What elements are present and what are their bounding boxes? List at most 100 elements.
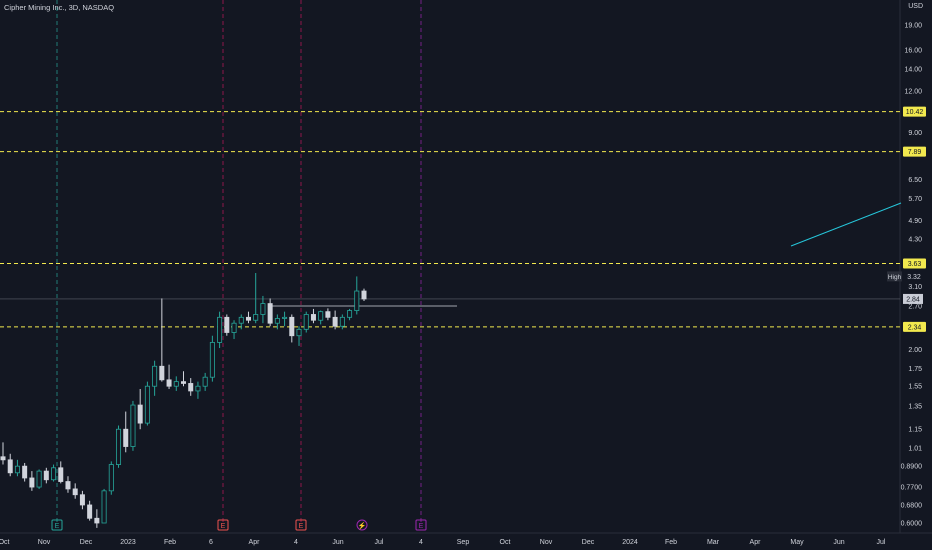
candle-up [152,360,158,396]
price-tick-label: 16.00 [904,47,922,54]
candle-body [166,379,172,387]
candle-up [101,488,107,524]
candle-up [130,400,136,451]
marker-glyph: E [299,523,304,530]
candle-body [188,383,194,392]
candle-body [79,494,85,506]
level-price-tag: 7.89 [903,146,926,157]
candle-body [14,465,20,474]
candle-body [51,467,57,481]
candle-body [202,376,208,387]
candle-down [332,310,338,330]
candle-up [202,372,208,391]
candle-down [94,509,100,528]
time-tick-label: Jun [332,539,343,546]
candle-up [195,381,201,399]
candle-body [144,385,150,424]
price-tick-label: 4.90 [908,218,922,225]
candle-up [231,320,237,340]
candle-body [29,477,35,488]
candle-down [137,389,143,430]
candle-body [303,314,309,330]
candle-down [188,378,194,396]
price-tick-label: 12.00 [904,89,922,96]
candle-up [14,459,20,477]
price-tick-label: 0.8900 [901,464,923,471]
time-tick-label: 6 [209,539,213,546]
candle-body [339,316,345,327]
candle-body [267,303,273,324]
price-tick-label: 2.00 [908,347,922,354]
candle-down [361,288,367,301]
candle-down [289,314,295,343]
high-tag-label: High [888,274,902,281]
marker-glyph: E [55,523,60,530]
time-tick-label: Nov [38,539,51,546]
candle-body [238,316,244,324]
candle-body [22,465,28,479]
candle-body [65,481,71,490]
candle-body [332,316,338,327]
candle-down [267,298,273,327]
price-tick-label: 1.35 [908,404,922,411]
candle-body [274,318,280,324]
candle-body [231,322,237,333]
candle-body [217,316,223,343]
marker-glyph: E [419,523,424,530]
time-tick-label: Apr [750,539,762,546]
price-tick-label: 14.00 [904,67,922,74]
time-tick-label: Jul [375,539,384,546]
candle-up [296,326,302,346]
time-tick-label: Oct [500,539,511,546]
price-tick-label: 1.55 [908,384,922,391]
level-price-tag: 2.34 [903,321,926,332]
candle-body [354,290,360,311]
candle-up [260,295,266,324]
price-tick-label: 1.01 [908,445,922,452]
candle-up [51,464,57,482]
candle-body [289,316,295,337]
dividend-event-marker-icon: E [51,519,63,531]
level-tag-value: 3.63 [908,261,922,268]
candle-up [173,376,179,391]
candle-down [65,476,71,493]
price-tick-label: 0.6000 [901,521,923,528]
time-tick-label: 4 [419,539,423,546]
price-tick-label: 5.70 [908,196,922,203]
level-tag-value: 7.89 [908,149,922,156]
candle-down [58,461,64,484]
candle-body [152,365,158,387]
time-tick-label: Dec [80,539,93,546]
candle-up [238,314,244,330]
candle-down [72,483,78,499]
price-tick-label: 9.00 [908,130,922,137]
candle-down [224,314,230,336]
time-tick-label: Jun [833,539,844,546]
trend-line [790,202,902,247]
current-price-tag-bg [903,293,923,304]
candle-up [318,310,324,325]
marker-circle [356,519,368,531]
candle-body [224,316,230,333]
marker-glyph: ⚡ [358,521,367,530]
candle-body [209,342,215,378]
candle-down [245,311,251,324]
candle-body [245,316,251,321]
time-tick-label: Apr [249,539,261,546]
candle-up [116,425,122,468]
price-tick-label: 1.15 [908,427,922,434]
candle-body [108,464,114,492]
candle-up [347,308,353,321]
time-tick-label: Mar [707,539,720,546]
candle-up [253,272,259,324]
currency-label: USD [908,3,923,10]
candle-down [159,298,165,382]
level-tag-bg [903,321,926,332]
time-tick-label: 2024 [622,539,638,546]
candle-down [22,462,28,482]
level-tag-bg [903,106,926,117]
candle-up [282,311,288,327]
high-tag-value: 3.32 [907,274,921,281]
